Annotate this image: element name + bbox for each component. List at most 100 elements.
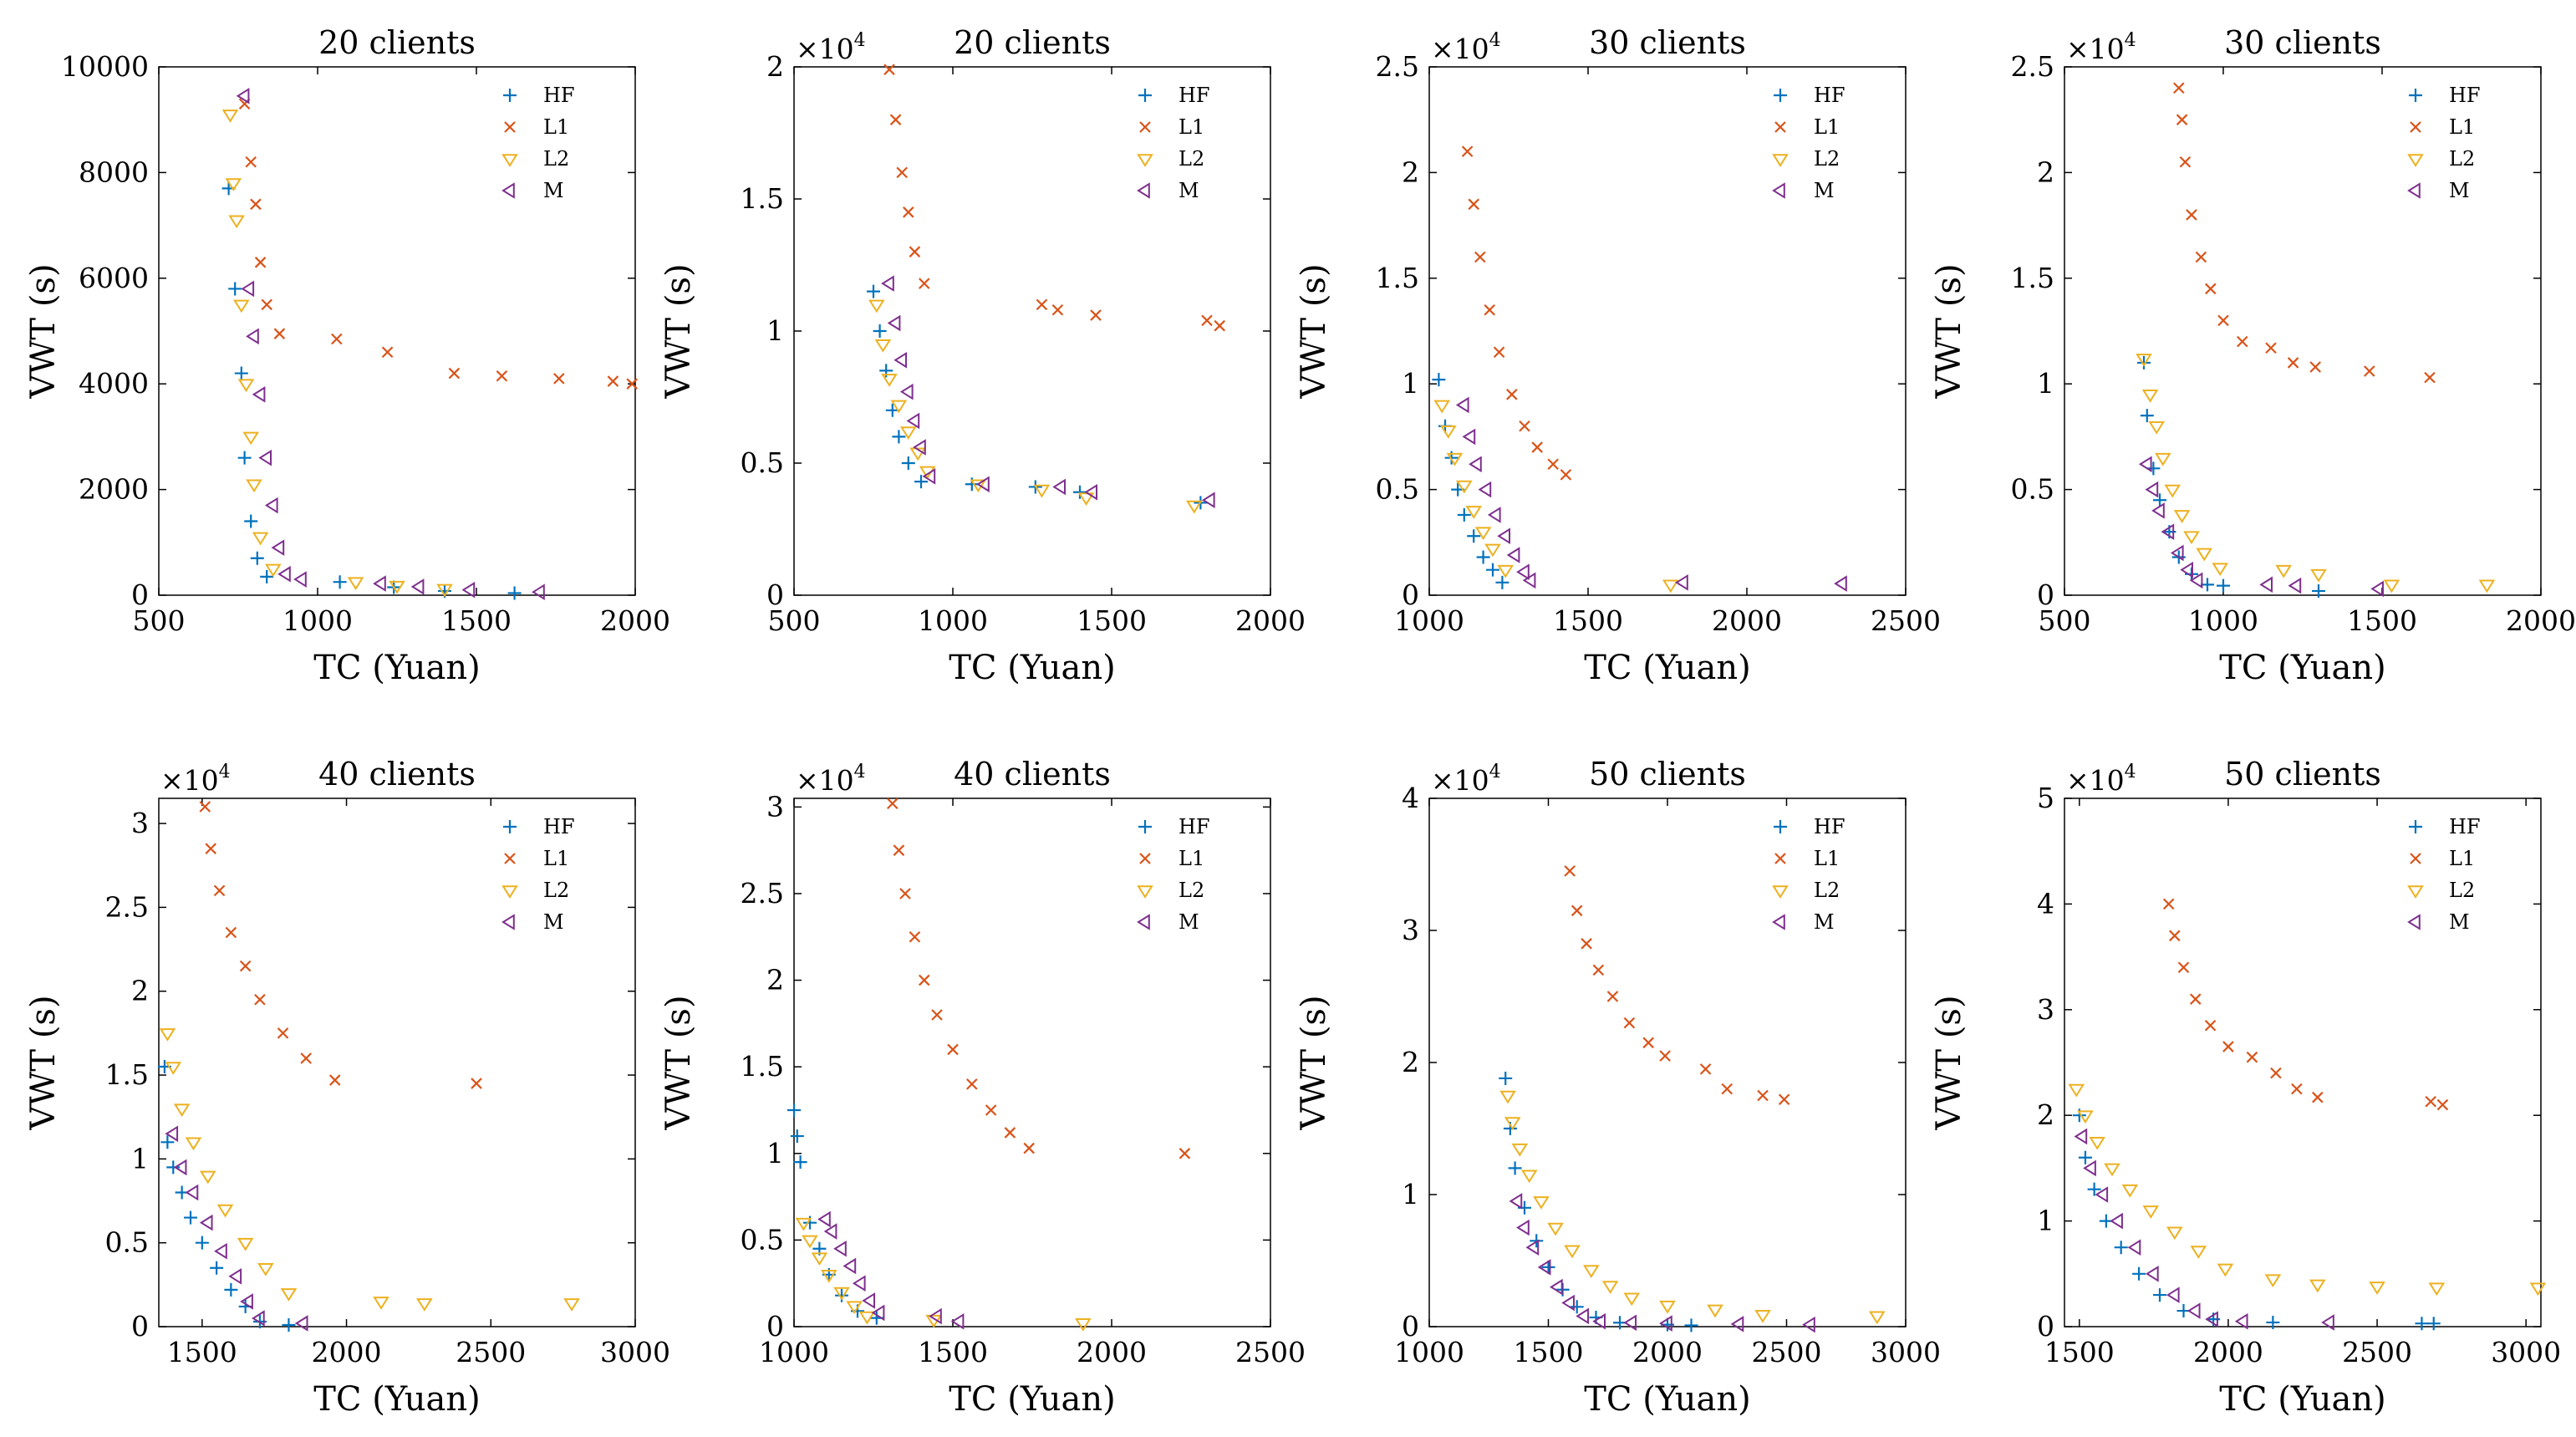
x-tick-label: 2000	[312, 1336, 382, 1368]
data-point-L1	[2291, 1083, 2303, 1095]
data-point-L1	[2204, 1019, 2217, 1032]
data-point-L2	[1497, 564, 1515, 578]
data-point-L1	[2162, 898, 2175, 910]
data-point-HF	[2078, 1150, 2092, 1164]
legend-marker-M	[1772, 182, 1785, 199]
data-point-M	[833, 1240, 847, 1257]
data-point-L1	[1051, 303, 1064, 316]
x-tick-label: 1000	[1394, 604, 1464, 637]
data-point-L2	[1582, 1265, 1600, 1278]
data-point-L1	[1642, 1037, 1654, 1049]
y-tick-label: 1.5	[741, 182, 784, 215]
data-point-M	[2205, 1311, 2218, 1327]
data-point-HF	[2426, 1317, 2441, 1331]
data-point-M	[862, 1292, 875, 1309]
y-axis-label: VWT (s)	[659, 263, 698, 399]
data-point-L1	[1506, 389, 1518, 400]
data-point-M	[1469, 456, 1482, 473]
y-tick-label: 1.5	[1376, 262, 1419, 294]
data-point-M	[373, 575, 386, 592]
chart-title: 40 clients	[954, 756, 1111, 792]
y-tick-label: 1	[2037, 1205, 2054, 1237]
data-point-M	[1675, 574, 1688, 591]
legend-marker-L2	[501, 885, 518, 899]
data-point-M	[2138, 456, 2152, 473]
x-axis-label: TC (Yuan)	[313, 649, 481, 687]
y-axis-label: VWT (s)	[24, 995, 63, 1130]
x-tick-label: 2500	[1235, 1336, 1306, 1368]
data-point-M	[240, 1293, 253, 1310]
data-point-L1	[1519, 420, 1530, 432]
data-point-L2	[2264, 1274, 2282, 1288]
series-M	[2074, 1128, 2334, 1331]
data-point-L1	[1214, 319, 1225, 332]
data-point-M	[2170, 544, 2184, 562]
series-L2	[1499, 1090, 1886, 1325]
legend-marker-M	[2407, 182, 2421, 199]
x-tick-label: 2000	[600, 604, 670, 637]
data-point-M	[2145, 481, 2159, 498]
y-axis-multiplier: ×104	[2066, 762, 2136, 797]
axes-box	[793, 797, 1271, 1327]
series-HF	[867, 284, 1208, 510]
legend-marker-L2	[2407, 154, 2424, 167]
y-tick-label: 2	[766, 964, 784, 996]
data-point-HF	[160, 1135, 175, 1149]
chart-panel-4: 500 1000 1500 2000 0 0.5 1 1.5 2 2.5 ×104 30 client…	[1930, 24, 2576, 687]
data-point-L1	[2265, 342, 2277, 354]
data-point-HF	[234, 366, 248, 380]
y-axis-multiplier: ×104	[1431, 30, 1501, 65]
data-point-HF	[1495, 575, 1509, 589]
x-tick-label: 3000	[600, 1336, 670, 1368]
legend: HF L1 L2 M	[501, 815, 575, 934]
data-point-L2	[1074, 1318, 1092, 1332]
legend-label-L1: L1	[1179, 847, 1204, 870]
data-point-HF	[2266, 1315, 2280, 1329]
y-tick-label: 2	[2037, 155, 2054, 188]
y-axis-multiplier: ×104	[796, 30, 866, 65]
data-point-M	[1478, 481, 1492, 498]
data-point-M	[2151, 502, 2165, 519]
chart-title: 50 clients	[1589, 756, 1746, 792]
data-point-L2	[1662, 579, 1679, 594]
data-point-L1	[626, 378, 638, 390]
legend-label-HF: HF	[1179, 84, 1210, 107]
legend-label-M: M	[1179, 179, 1199, 202]
data-point-L1	[245, 155, 257, 168]
data-point-L2	[2212, 563, 2229, 577]
legend-label-L2: L2	[1179, 879, 1204, 902]
axes-box	[158, 66, 636, 596]
data-point-L2	[173, 1103, 191, 1118]
y-tick-label: 0	[2037, 1310, 2054, 1343]
series-L2	[868, 299, 1203, 514]
data-point-L1	[254, 257, 267, 268]
x-tick-label: 2000	[1235, 604, 1306, 637]
y-tick-label: 8000	[79, 155, 149, 188]
y-tick-label: 0.5	[105, 1226, 149, 1259]
data-point-HF	[2132, 1266, 2146, 1281]
data-point-M	[258, 449, 272, 466]
data-point-L2	[185, 1137, 202, 1151]
axes-box	[2064, 66, 2542, 596]
data-point-L1	[1036, 298, 1048, 311]
legend-marker-L2	[1772, 154, 1789, 167]
data-point-L2	[2141, 390, 2159, 403]
data-point-HF	[2153, 493, 2166, 507]
series-L1	[887, 797, 1191, 1159]
data-point-L1	[919, 974, 930, 986]
data-point-L2	[795, 1217, 812, 1231]
data-point-L2	[2077, 1110, 2094, 1124]
data-point-HF	[901, 456, 915, 470]
data-point-HF	[2087, 1182, 2101, 1196]
axes-box	[2064, 797, 2542, 1327]
x-tick-label: 1000	[283, 604, 353, 637]
x-axis-label: TC (Yuan)	[313, 1380, 481, 1419]
data-point-HF	[2137, 355, 2151, 369]
series-HF	[2072, 1108, 2441, 1331]
data-point-L1	[239, 960, 252, 972]
data-point-L2	[874, 339, 892, 353]
data-point-M	[532, 583, 545, 601]
data-point-M	[899, 383, 914, 400]
chart-panel-3: 1000 1500 2000 2500 0 0.5 1 1.5 2 2.5 ×104 30 clien…	[1295, 24, 1941, 687]
data-point-M	[1516, 563, 1530, 580]
